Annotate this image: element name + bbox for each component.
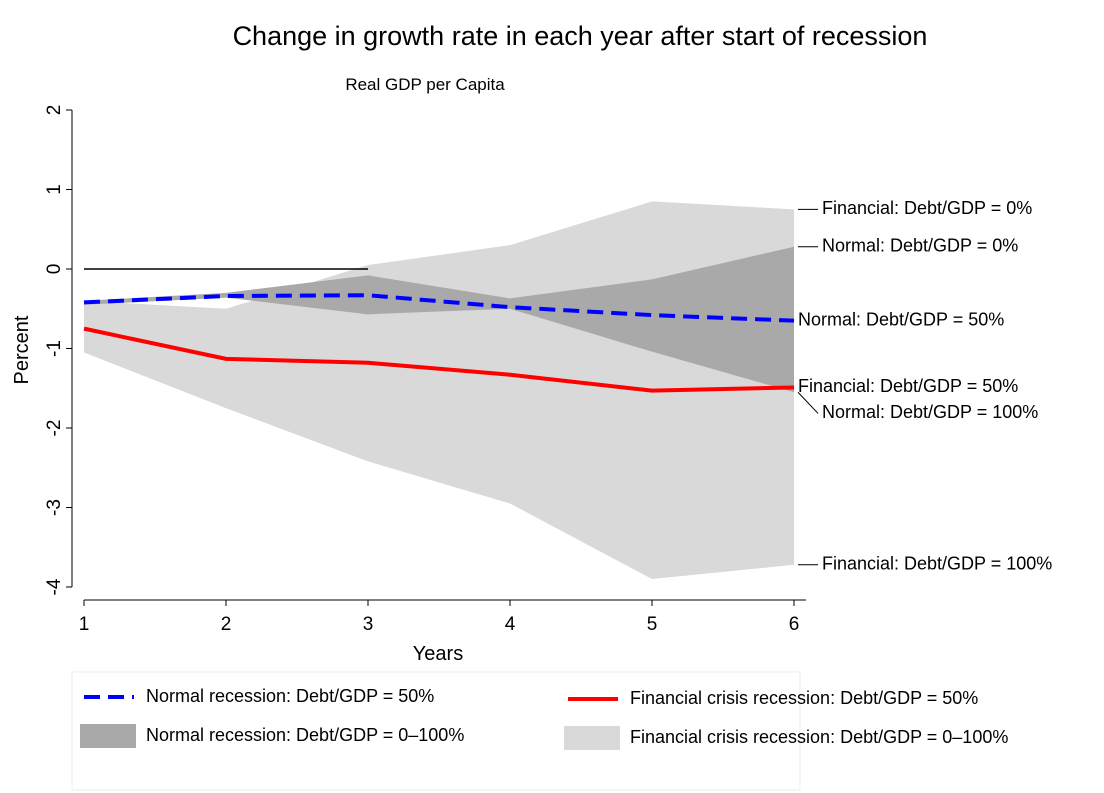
end-label: Normal: Debt/GDP = 50% bbox=[798, 309, 1004, 329]
end-label: Financial: Debt/GDP = 0% bbox=[822, 198, 1032, 218]
legend-swatch bbox=[564, 726, 620, 750]
x-tick-label: 5 bbox=[647, 614, 658, 635]
end-label: Normal: Debt/GDP = 100% bbox=[822, 402, 1038, 422]
y-tick-label: -4 bbox=[44, 578, 65, 595]
leader-line bbox=[797, 391, 819, 414]
x-tick-label: 3 bbox=[363, 614, 374, 635]
end-label: Normal: Debt/GDP = 0% bbox=[822, 235, 1018, 255]
chart-subtitle: Real GDP per Capita bbox=[345, 75, 505, 94]
legend-label: Normal recession: Debt/GDP = 50% bbox=[146, 686, 434, 706]
series-line bbox=[83, 326, 795, 393]
x-tick-label: 2 bbox=[221, 614, 232, 635]
x-tick-label: 6 bbox=[789, 614, 800, 635]
legend-swatch bbox=[80, 724, 136, 748]
legend-label: Normal recession: Debt/GDP = 0–100% bbox=[146, 725, 464, 745]
end-label: Financial: Debt/GDP = 100% bbox=[822, 553, 1052, 573]
y-tick-label: 2 bbox=[44, 105, 65, 116]
y-tick-label: 1 bbox=[44, 184, 65, 195]
x-tick-label: 1 bbox=[79, 614, 90, 635]
y-tick-label: -1 bbox=[44, 340, 65, 357]
legend-box bbox=[71, 671, 801, 791]
y-axis-label: Percent bbox=[11, 315, 33, 384]
legend-label: Financial crisis recession: Debt/GDP = 0… bbox=[630, 727, 1008, 747]
x-tick-label: 4 bbox=[505, 614, 516, 635]
legend-label: Financial crisis recession: Debt/GDP = 5… bbox=[630, 688, 978, 708]
y-tick-label: -2 bbox=[44, 420, 65, 437]
x-axis-label: Years bbox=[413, 643, 463, 665]
y-tick-label: -3 bbox=[44, 499, 65, 516]
chart-title: Change in growth rate in each year after… bbox=[233, 21, 928, 51]
band bbox=[84, 246, 794, 393]
end-label: Financial: Debt/GDP = 50% bbox=[798, 376, 1018, 396]
y-tick-label: 0 bbox=[44, 264, 65, 275]
